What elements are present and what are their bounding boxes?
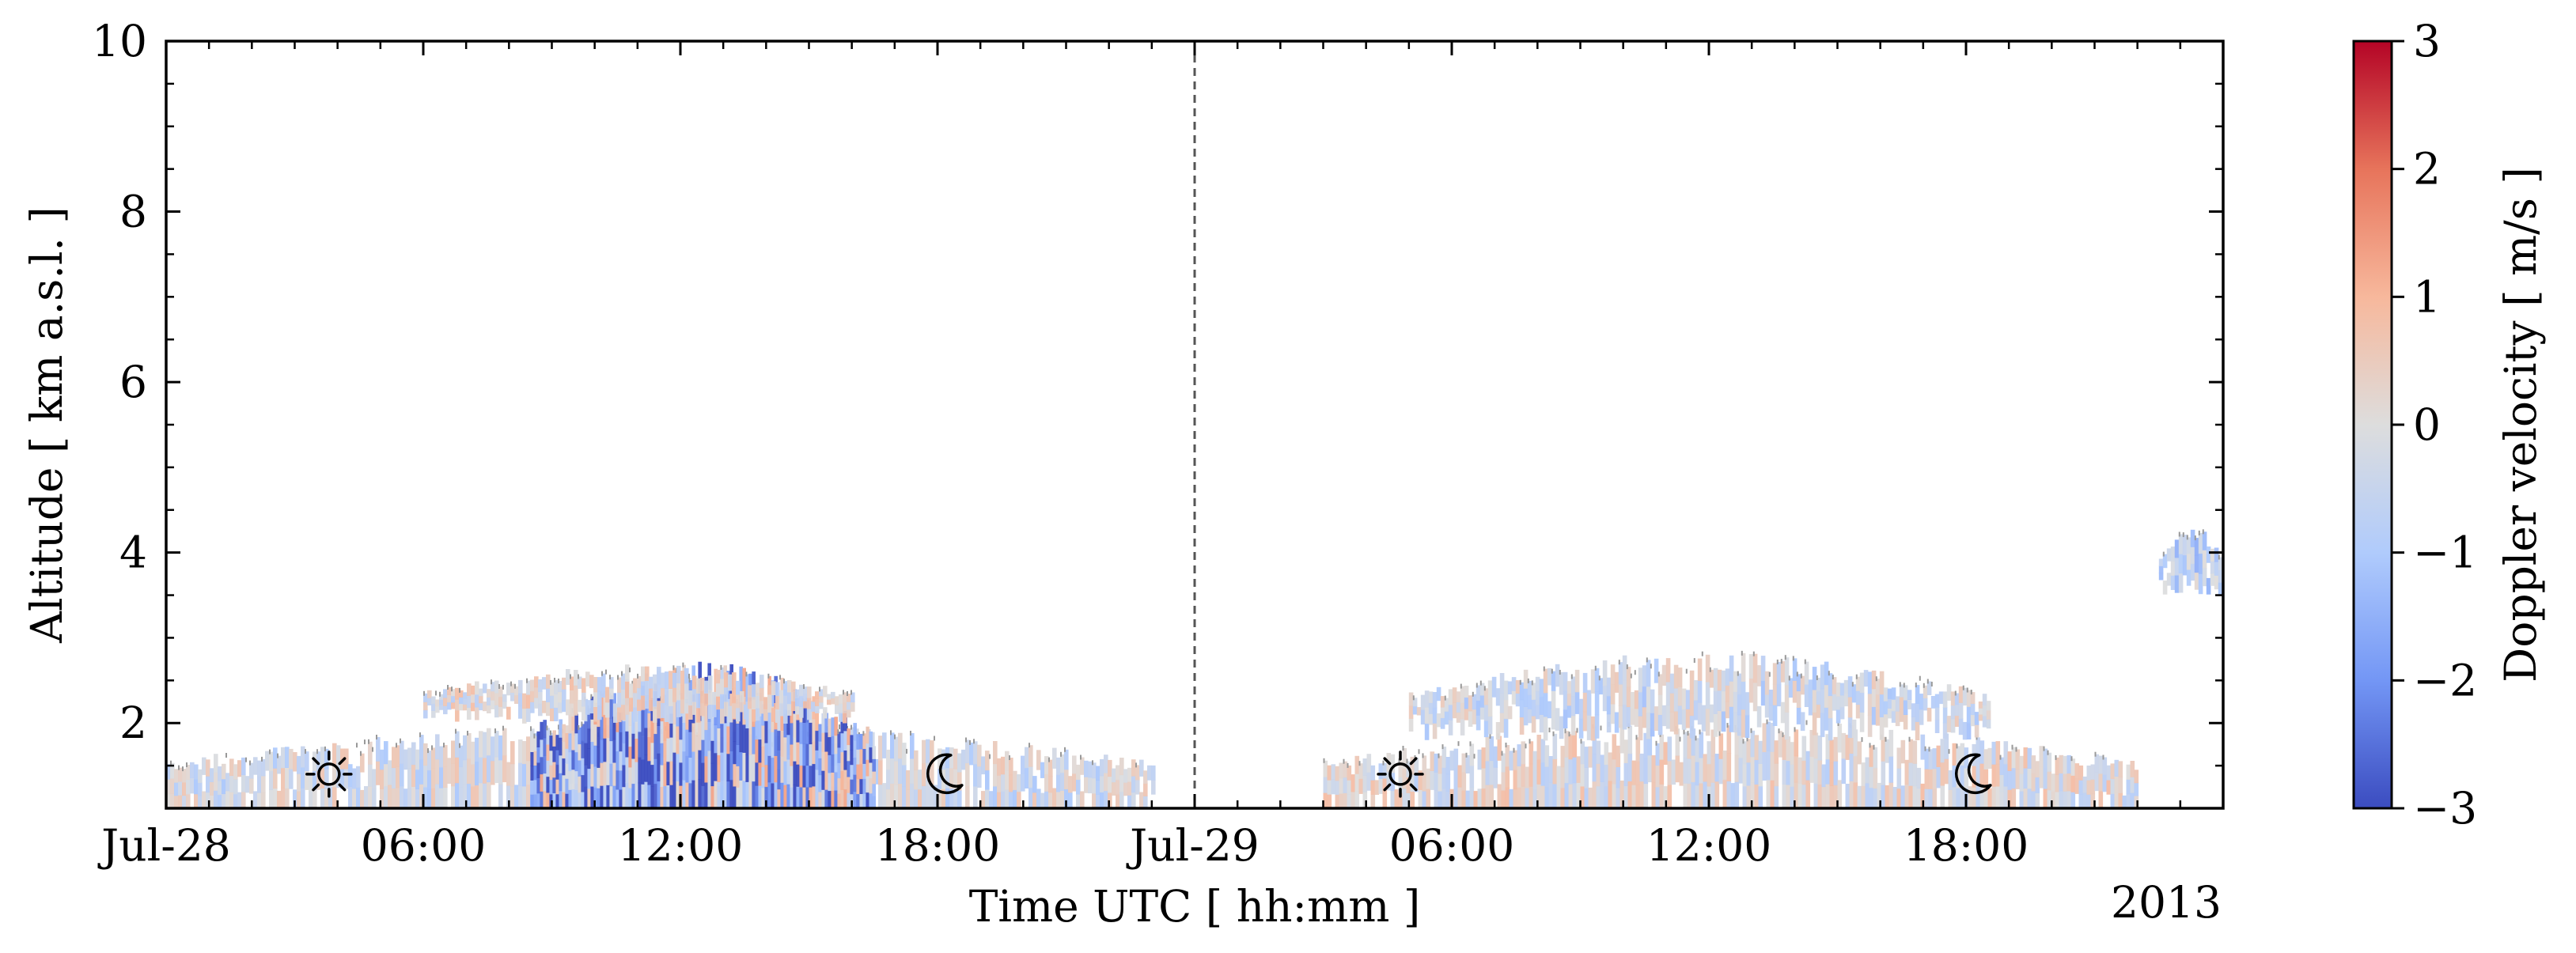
colorbar-tick-label: 1 [2413,271,2441,322]
colorbar-label: Doppler velocity [ m/s ] [2495,167,2546,683]
echo-region [423,664,855,724]
x-axis-label: Time UTC [ hh:mm ] [969,881,1421,932]
y-tick-label: 10 [92,16,147,66]
echo-region [2158,529,2223,596]
y-axis-label: Altitude [ km a.s.l. ] [21,206,72,644]
colorbar-ticks: 3 2 1 0 −1 −2 −3 [2392,16,2477,834]
x-tick-label: 12:00 [1646,820,1772,871]
y-tick-label: 4 [119,528,147,578]
moon-icon [926,753,964,795]
x-tick-label: Jul-29 [1126,820,1260,871]
colorbar-tick-label: 3 [2413,16,2441,66]
colorbar-tick-label: 2 [2413,144,2441,195]
y-tick-label: 8 [119,187,147,237]
sun-moon-markers [305,751,1992,798]
x-tick-label: Jul-28 [97,820,231,871]
echo-region [1408,650,1991,741]
y-tick-label: 2 [119,698,147,748]
echo-region [1323,719,2139,808]
colorbar-tick-label: 0 [2413,399,2441,450]
sun-icon [305,751,353,798]
colorbar-tick-label: −3 [2413,783,2477,834]
moon-icon [1955,753,1992,795]
x-tick-label: 18:00 [875,820,1001,871]
y-tick-label: 6 [119,357,147,407]
axis-ticks [165,40,2223,810]
colorbar-tick-label: −2 [2413,655,2477,705]
radar-echo-layer [166,529,2223,808]
year-label: 2013 [2111,877,2222,928]
sun-icon [1377,751,1424,798]
x-tick-labels: Jul-28 06:00 12:00 18:00 Jul-29 06:00 12:00 18:… [97,820,2029,871]
x-tick-label: 12:00 [618,820,744,871]
y-tick-labels: 2 4 6 8 10 [92,16,147,748]
colorbar-tick-label: −1 [2413,528,2477,578]
x-tick-label: 18:00 [1904,820,2029,871]
x-tick-label: 06:00 [1389,820,1515,871]
colorbar [2352,40,2393,810]
x-tick-label: 06:00 [361,820,487,871]
